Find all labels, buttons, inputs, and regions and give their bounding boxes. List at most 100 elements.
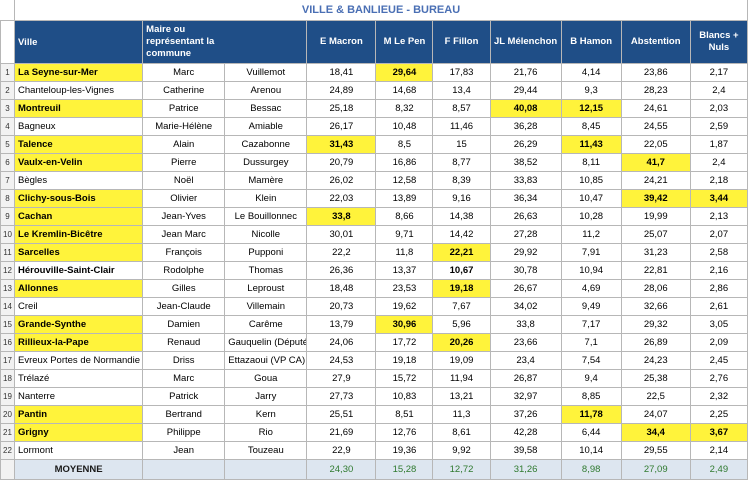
cell-melenchon[interactable]: 30,78 bbox=[489, 261, 562, 280]
cell-abstention[interactable]: 19,99 bbox=[620, 207, 691, 226]
cell-fillon[interactable]: 19,09 bbox=[432, 351, 491, 370]
cell-lepen[interactable]: 19,62 bbox=[375, 297, 434, 316]
cell-melenchon[interactable]: 23,4 bbox=[489, 351, 562, 370]
cell-hamon[interactable]: 7,54 bbox=[560, 351, 622, 370]
cell-melenchon[interactable]: 39,58 bbox=[489, 441, 562, 460]
cell-last-name[interactable]: Leproust bbox=[224, 279, 308, 298]
cell-melenchon[interactable]: 26,87 bbox=[489, 369, 562, 388]
cell-hamon[interactable]: 9,4 bbox=[560, 369, 622, 388]
cell-abstention[interactable]: 39,42 bbox=[620, 189, 691, 208]
cell-hamon[interactable]: 9,49 bbox=[560, 297, 622, 316]
cell-melenchon[interactable]: 21,76 bbox=[489, 63, 562, 82]
cell-blancs[interactable]: 3,05 bbox=[689, 315, 749, 334]
average-macron[interactable]: 24,30 bbox=[306, 459, 377, 480]
cell-first-name[interactable]: Pierre bbox=[142, 153, 226, 172]
cell-city[interactable]: Talence bbox=[14, 135, 144, 154]
cell-abstention[interactable]: 22,05 bbox=[620, 135, 691, 154]
cell-hamon[interactable]: 7,1 bbox=[560, 333, 622, 352]
cell-abstention[interactable]: 29,55 bbox=[620, 441, 691, 460]
cell-macron[interactable]: 20,79 bbox=[306, 153, 377, 172]
cell-lepen[interactable]: 13,89 bbox=[375, 189, 434, 208]
cell-hamon[interactable]: 12,15 bbox=[560, 99, 622, 118]
cell-macron[interactable]: 13,79 bbox=[306, 315, 377, 334]
cell-lepen[interactable]: 10,48 bbox=[375, 117, 434, 136]
cell-last-name[interactable]: Rio bbox=[224, 423, 308, 442]
cell-blancs[interactable]: 2,59 bbox=[689, 117, 749, 136]
header-ville[interactable]: Ville bbox=[14, 20, 144, 64]
cell-first-name[interactable]: Alain bbox=[142, 135, 226, 154]
cell-hamon[interactable]: 11,78 bbox=[560, 405, 622, 424]
cell-blancs[interactable]: 2,18 bbox=[689, 171, 749, 190]
cell-lepen[interactable]: 19,36 bbox=[375, 441, 434, 460]
cell-city[interactable]: Evreux Portes de Normandie bbox=[14, 351, 144, 370]
cell-first-name[interactable]: Jean Marc bbox=[142, 225, 226, 244]
cell-city[interactable]: Sarcelles bbox=[14, 243, 144, 262]
cell-fillon[interactable]: 11,3 bbox=[432, 405, 491, 424]
cell-first-name[interactable]: Jean-Yves bbox=[142, 207, 226, 226]
cell-melenchon[interactable]: 26,29 bbox=[489, 135, 562, 154]
cell-abstention[interactable]: 31,23 bbox=[620, 243, 691, 262]
cell-city[interactable]: Rillieux-la-Pape bbox=[14, 333, 144, 352]
cell-city[interactable]: Bègles bbox=[14, 171, 144, 190]
cell-blancs[interactable]: 2,4 bbox=[689, 81, 749, 100]
cell-fillon[interactable]: 10,67 bbox=[432, 261, 491, 280]
cell-macron[interactable]: 18,48 bbox=[306, 279, 377, 298]
cell-city[interactable]: Lormont bbox=[14, 441, 144, 460]
cell-hamon[interactable]: 8,85 bbox=[560, 387, 622, 406]
cell-last-name[interactable]: Amiable bbox=[224, 117, 308, 136]
cell-melenchon[interactable]: 33,8 bbox=[489, 315, 562, 334]
cell-macron[interactable]: 22,03 bbox=[306, 189, 377, 208]
cell-hamon[interactable]: 8,11 bbox=[560, 153, 622, 172]
cell-fillon[interactable]: 13,21 bbox=[432, 387, 491, 406]
header-fillon[interactable]: F Fillon bbox=[432, 20, 491, 64]
cell-lepen[interactable]: 8,51 bbox=[375, 405, 434, 424]
cell-blancs[interactable]: 2,58 bbox=[689, 243, 749, 262]
cell-blancs[interactable]: 2,76 bbox=[689, 369, 749, 388]
cell-macron[interactable]: 27,9 bbox=[306, 369, 377, 388]
cell-melenchon[interactable]: 26,63 bbox=[489, 207, 562, 226]
cell-hamon[interactable]: 10,94 bbox=[560, 261, 622, 280]
cell-macron[interactable]: 31,43 bbox=[306, 135, 377, 154]
cell-lepen[interactable]: 8,66 bbox=[375, 207, 434, 226]
cell-hamon[interactable]: 4,69 bbox=[560, 279, 622, 298]
cell-melenchon[interactable]: 27,28 bbox=[489, 225, 562, 244]
cell-macron[interactable]: 20,73 bbox=[306, 297, 377, 316]
header-macron[interactable]: E Macron bbox=[306, 20, 377, 64]
cell-fillon[interactable]: 5,96 bbox=[432, 315, 491, 334]
cell-last-name[interactable]: Dussurgey bbox=[224, 153, 308, 172]
cell-melenchon[interactable]: 26,67 bbox=[489, 279, 562, 298]
cell-city[interactable]: Grande-Synthe bbox=[14, 315, 144, 334]
cell-first-name[interactable]: François bbox=[142, 243, 226, 262]
cell-first-name[interactable]: Driss bbox=[142, 351, 226, 370]
cell-abstention[interactable]: 26,89 bbox=[620, 333, 691, 352]
average-lepen[interactable]: 15,28 bbox=[375, 459, 434, 480]
cell-first-name[interactable]: Olivier bbox=[142, 189, 226, 208]
cell-abstention[interactable]: 28,06 bbox=[620, 279, 691, 298]
header-lepen[interactable]: M Le Pen bbox=[375, 20, 434, 64]
cell-first-name[interactable]: Noël bbox=[142, 171, 226, 190]
cell-fillon[interactable]: 8,77 bbox=[432, 153, 491, 172]
cell-lepen[interactable]: 8,5 bbox=[375, 135, 434, 154]
cell-last-name[interactable]: Gauquelin (Député) bbox=[224, 333, 308, 352]
cell-city[interactable]: Bagneux bbox=[14, 117, 144, 136]
cell-blancs[interactable]: 2,14 bbox=[689, 441, 749, 460]
cell-fillon[interactable]: 15 bbox=[432, 135, 491, 154]
cell-blancs[interactable]: 2,13 bbox=[689, 207, 749, 226]
average-abstention[interactable]: 27,09 bbox=[620, 459, 691, 480]
cell-lepen[interactable]: 8,32 bbox=[375, 99, 434, 118]
cell-melenchon[interactable]: 36,28 bbox=[489, 117, 562, 136]
cell-last-name[interactable]: Pupponi bbox=[224, 243, 308, 262]
cell-last-name[interactable]: Touzeau bbox=[224, 441, 308, 460]
cell-last-name[interactable]: Bessac bbox=[224, 99, 308, 118]
cell-hamon[interactable]: 11,43 bbox=[560, 135, 622, 154]
cell-macron[interactable]: 25,51 bbox=[306, 405, 377, 424]
cell-lepen[interactable]: 9,71 bbox=[375, 225, 434, 244]
cell-city[interactable]: Le Kremlin-Bicêtre bbox=[14, 225, 144, 244]
cell-lepen[interactable]: 11,8 bbox=[375, 243, 434, 262]
cell-first-name[interactable]: Damien bbox=[142, 315, 226, 334]
cell-first-name[interactable]: Rodolphe bbox=[142, 261, 226, 280]
cell-hamon[interactable]: 10,47 bbox=[560, 189, 622, 208]
cell-blancs[interactable]: 2,07 bbox=[689, 225, 749, 244]
cell-melenchon[interactable]: 42,28 bbox=[489, 423, 562, 442]
cell-first-name[interactable]: Patrick bbox=[142, 387, 226, 406]
